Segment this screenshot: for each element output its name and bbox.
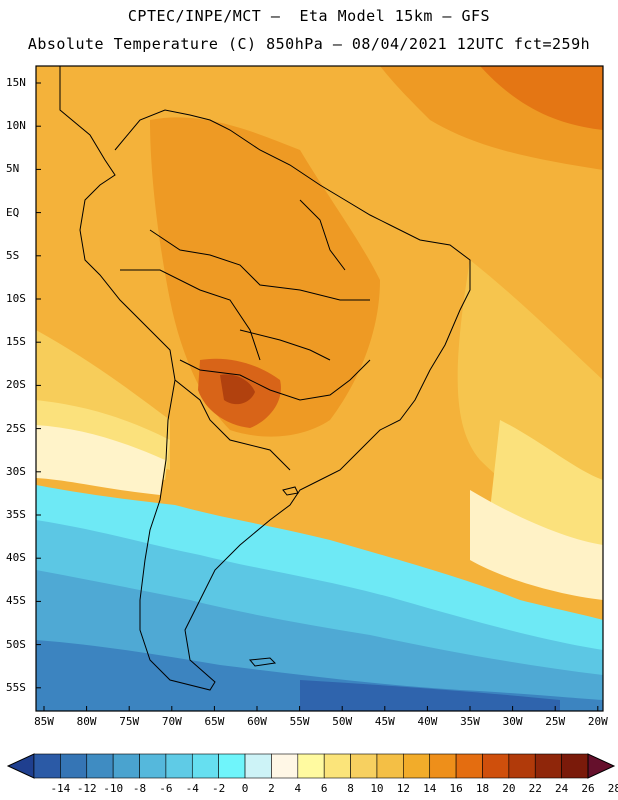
colorbar-label: 0 <box>241 782 249 795</box>
colorbar-swatch <box>403 753 431 779</box>
colorbar-swatch <box>508 753 536 779</box>
lon-label: 50W <box>332 715 353 728</box>
colorbar-label: -8 <box>132 782 147 795</box>
colorbar-label: 14 <box>423 782 437 795</box>
lat-label: 45S <box>6 594 26 608</box>
colorbar-swatch <box>297 753 325 779</box>
colorbar-swatch <box>218 753 246 779</box>
colorbar-swatch <box>455 753 483 779</box>
colorbar-swatch <box>561 753 589 779</box>
lon-label: 70W <box>161 715 182 728</box>
colorbar-label: -10 <box>103 782 124 795</box>
colorbar-label: -6 <box>159 782 173 795</box>
colorbar-label: -2 <box>212 782 226 795</box>
colorbar-swatch <box>86 753 114 779</box>
lon-label: 30W <box>502 715 523 728</box>
lat-label: 5S <box>6 248 20 262</box>
colorbar-label: 24 <box>554 782 569 795</box>
lon-label: 65W <box>204 715 225 728</box>
lon-label: 25W <box>545 715 566 728</box>
lon-label: 45W <box>374 715 395 728</box>
colorbar-label: 18 <box>475 782 490 795</box>
colorbar-label: -12 <box>76 782 97 795</box>
colorbar-swatch <box>323 753 351 779</box>
colorbar-swatch <box>534 753 562 779</box>
colorbar-swatch <box>165 753 193 779</box>
lon-label: 55W <box>289 715 310 728</box>
colorbar-swatch <box>33 753 61 779</box>
colorbar-label: 26 <box>581 782 595 795</box>
lat-label: 10N <box>6 119 26 133</box>
colorbar-label: 16 <box>449 782 463 795</box>
title-line-1: CPTEC/INPE/MCT – Eta Model 15km – GFS <box>127 7 491 25</box>
lat-label: 5N <box>6 162 20 176</box>
lat-label: 55S <box>6 680 26 694</box>
colorbar-swatch <box>271 753 299 779</box>
colorbar-arrow-high <box>587 753 616 779</box>
colorbar-swatch <box>429 753 457 779</box>
colorbar-label: 28 <box>607 782 618 795</box>
colorbar-swatch <box>60 753 88 779</box>
colorbar-swatch <box>376 753 404 779</box>
lat-label: 10S <box>6 292 26 305</box>
lon-label: 75W <box>119 715 140 728</box>
lat-label: EQ <box>6 205 20 219</box>
lon-label: 40W <box>417 715 438 728</box>
lon-label: 85W <box>34 715 54 728</box>
axis-ticks <box>36 82 599 711</box>
colorbar-label: 12 <box>396 782 410 795</box>
temperature-field <box>36 66 603 711</box>
colorbar-label: 22 <box>528 782 542 795</box>
lat-label: 15S <box>6 335 26 349</box>
lon-label: 80W <box>76 715 97 728</box>
lon-label: 60W <box>247 715 267 728</box>
colorbar-swatch <box>482 753 510 779</box>
colorbar-swatch <box>112 753 140 779</box>
colorbar-label: 10 <box>370 782 384 795</box>
colorbar-arrow-low <box>6 753 35 779</box>
colorbar-label: 4 <box>294 782 302 795</box>
colorbar-label: 2 <box>268 782 275 795</box>
lat-label: 35S <box>6 508 26 521</box>
lon-label: 35W <box>460 715 480 728</box>
colorbar <box>6 753 616 779</box>
colorbar-label: -4 <box>185 782 199 795</box>
coastlines <box>59 66 471 691</box>
colorbar-label: 6 <box>320 782 328 795</box>
colorbar-label: -14 <box>50 782 71 795</box>
colorbar-swatch <box>244 753 272 779</box>
map-frame <box>35 65 604 712</box>
lat-label: 15N <box>6 76 26 89</box>
colorbar-label: 8 <box>347 782 354 795</box>
colorbar-swatch <box>350 753 378 779</box>
lat-label: 40S <box>6 551 26 565</box>
colorbar-swatch <box>139 753 167 779</box>
lat-label: 25S <box>6 421 26 435</box>
lat-label: 50S <box>6 637 26 651</box>
lon-label: 20W <box>587 715 608 728</box>
title-line-2: Absolute Temperature (C) 850hPa – 08/04/… <box>27 35 591 53</box>
colorbar-swatch <box>191 753 219 779</box>
lat-label: 20S <box>6 378 26 392</box>
lat-label: 30S <box>6 464 26 478</box>
colorbar-label: 20 <box>502 782 516 795</box>
